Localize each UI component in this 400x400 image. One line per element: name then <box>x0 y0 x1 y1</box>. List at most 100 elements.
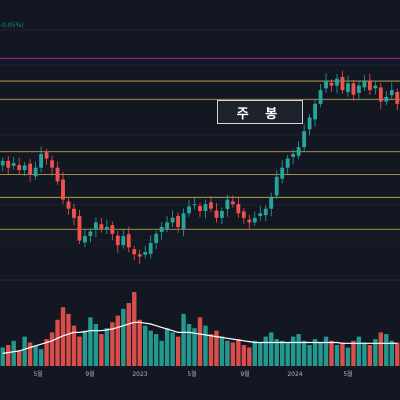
candle-body <box>351 83 356 95</box>
volume-bar <box>126 303 131 366</box>
volume-series <box>0 292 400 366</box>
volume-bar <box>143 325 148 366</box>
volume-bar <box>22 336 27 366</box>
candle-body <box>389 90 394 96</box>
volume-bar <box>33 345 38 366</box>
volume-bar <box>11 340 16 366</box>
candle-body <box>99 224 104 230</box>
volume-bar <box>367 345 373 366</box>
candle-body <box>340 76 345 91</box>
candle-body <box>88 231 93 237</box>
candle-body <box>126 234 131 248</box>
candle-body <box>203 204 208 211</box>
volume-bar <box>181 313 186 366</box>
volume-bar <box>71 325 77 366</box>
volume-bar <box>66 313 71 366</box>
volume-bar <box>93 324 99 366</box>
volume-bar <box>395 342 400 366</box>
volume-bar <box>49 332 55 366</box>
volume-bar <box>137 319 142 366</box>
candle-body <box>0 160 5 166</box>
volume-bar <box>175 336 181 366</box>
candle-body <box>280 167 285 179</box>
candle-body <box>258 213 263 217</box>
volume-bar <box>203 325 208 366</box>
volume-bar <box>27 342 33 366</box>
candle-body <box>247 219 252 223</box>
candle-body <box>50 160 54 168</box>
volume-bar <box>351 340 356 366</box>
candle-body <box>176 216 180 227</box>
candle-body <box>220 211 224 218</box>
candle-body <box>154 233 159 243</box>
volume-bar <box>247 347 252 366</box>
candlestick-series <box>0 70 400 265</box>
volume-moving-average <box>2 321 398 354</box>
volume-bar <box>362 342 367 366</box>
candle-body <box>291 154 296 157</box>
volume-bar <box>373 339 378 366</box>
candle-body <box>307 117 312 130</box>
candle-body <box>121 236 126 246</box>
volume-bar <box>88 317 93 366</box>
candle-body <box>148 242 153 254</box>
volume-bar <box>290 336 296 366</box>
volume-bar <box>307 345 312 366</box>
candle-body <box>384 97 389 102</box>
volume-bar <box>345 347 351 366</box>
x-tick-label: 5월 <box>33 370 42 378</box>
x-tick-label: 9월 <box>240 370 249 378</box>
candle-body <box>269 197 274 209</box>
candle-body <box>346 83 350 92</box>
x-tick-label: 2023 <box>132 371 147 378</box>
candle-body <box>209 202 213 209</box>
candle-body <box>318 90 323 104</box>
candle-body <box>263 208 268 216</box>
candle-body <box>143 252 148 255</box>
candle-body <box>324 81 328 89</box>
candle-body <box>72 208 76 218</box>
volume-bar <box>77 336 82 366</box>
volume-bar <box>225 340 230 366</box>
volume-bar <box>236 339 241 366</box>
volume-bar <box>285 342 290 366</box>
volume-bar <box>252 340 257 366</box>
candle-body <box>252 217 257 223</box>
candle-body <box>110 225 115 234</box>
legend-change: -0.05%) <box>0 22 24 29</box>
x-tick-label: 2024 <box>287 371 302 378</box>
x-tick-label: 9월 <box>85 370 94 378</box>
candle-body <box>296 147 301 156</box>
volume-bar <box>82 330 88 366</box>
candle-body <box>28 163 33 175</box>
volume-ma-line <box>2 321 398 354</box>
candle-body <box>241 211 246 218</box>
candle-body <box>77 216 82 241</box>
volume-bar <box>55 319 60 366</box>
candle-body <box>274 176 279 196</box>
candle-body <box>230 201 235 205</box>
candle-body <box>61 179 65 200</box>
candle-body <box>39 154 44 168</box>
candle-body <box>33 167 38 177</box>
volume-bar <box>378 332 384 366</box>
candle-body <box>6 160 11 168</box>
candle-body <box>181 213 186 229</box>
candle-body <box>93 222 98 230</box>
candle-body <box>83 236 87 243</box>
volume-bar <box>312 339 318 366</box>
grid <box>0 29 400 281</box>
volume-bar <box>110 322 115 366</box>
volume-bar <box>318 342 323 366</box>
candle-body <box>11 163 16 166</box>
volume-bar <box>269 332 274 366</box>
volume-bar <box>99 334 104 366</box>
candle-body <box>137 254 142 257</box>
volume-bar <box>197 317 203 366</box>
candle-body <box>378 87 383 102</box>
candle-body <box>115 235 120 246</box>
volume-bar <box>334 345 340 366</box>
volume-bar <box>121 308 126 366</box>
volume-bar <box>296 334 301 366</box>
